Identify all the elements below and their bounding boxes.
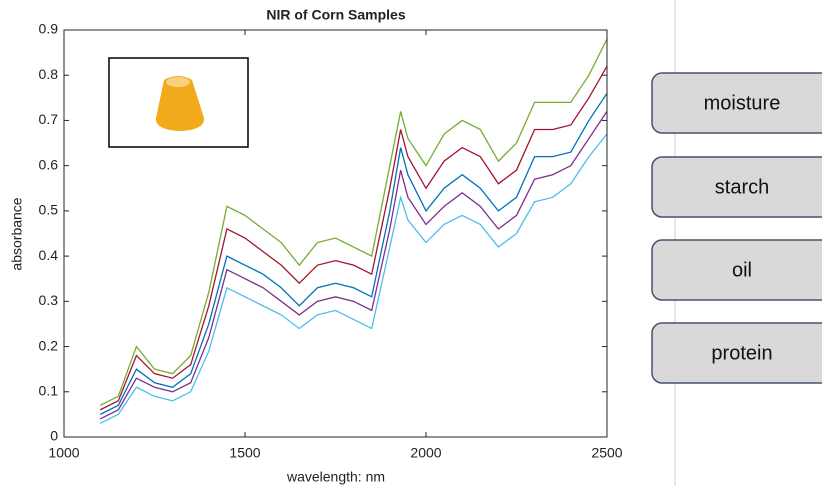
spectrum-line <box>99 92 608 415</box>
spectrum-line <box>99 65 608 411</box>
option-button[interactable]: oil <box>651 239 822 301</box>
y-tick-label: 0 <box>50 428 58 444</box>
y-tick-label: 0.1 <box>39 382 59 398</box>
axes-box <box>63 29 608 438</box>
button-label[interactable]: starch <box>715 176 769 198</box>
y-tick-label: 0.9 <box>39 21 59 37</box>
x-tick-label: 1000 <box>48 445 79 461</box>
corn-kernel <box>155 76 205 131</box>
button-body[interactable] <box>651 156 822 218</box>
button-panel: moisture starch oil protein <box>651 72 822 384</box>
button-body[interactable] <box>651 239 822 301</box>
spectrum-line <box>99 133 608 425</box>
x-tick-label: 1500 <box>229 445 260 461</box>
y-tick-label: 0.7 <box>39 111 59 127</box>
y-tick-label: 0.6 <box>39 156 59 172</box>
spectrum-line <box>99 111 608 420</box>
x-tick-label: 2000 <box>410 445 441 461</box>
y-tick-label: 0.3 <box>39 292 59 308</box>
option-button[interactable]: protein <box>651 322 822 384</box>
button-label[interactable]: oil <box>732 259 752 281</box>
option-button[interactable]: moisture <box>651 72 822 134</box>
button-body[interactable] <box>651 72 822 134</box>
button-body[interactable] <box>651 322 822 384</box>
corn-highlight <box>166 77 190 87</box>
option-button[interactable]: starch <box>651 156 822 218</box>
button-label[interactable]: protein <box>711 342 772 364</box>
button-label[interactable]: moisture <box>704 92 781 114</box>
x-axis-label: wavelength: nm <box>286 469 385 485</box>
y-axis-label: absorbance <box>9 197 25 270</box>
x-tick-label: 2500 <box>591 445 622 461</box>
inset <box>108 57 249 148</box>
y-tick-label: 0.8 <box>39 66 59 82</box>
y-tick-label: 0.4 <box>39 247 59 263</box>
chart-title: NIR of Corn Samples <box>266 7 405 23</box>
y-tick-label: 0.2 <box>39 337 59 353</box>
y-tick-label: 0.5 <box>39 202 59 218</box>
spectrum-line <box>99 38 608 406</box>
